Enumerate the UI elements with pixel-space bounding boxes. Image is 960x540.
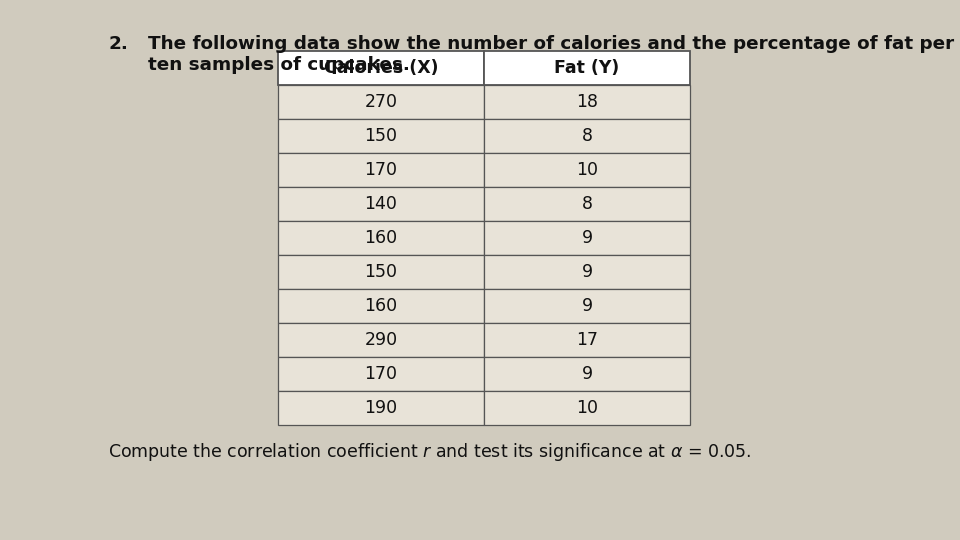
Text: 140: 140 <box>365 195 397 213</box>
Text: 8: 8 <box>582 195 592 213</box>
Bar <box>484 119 690 153</box>
Text: 10: 10 <box>576 161 598 179</box>
Bar <box>278 323 484 357</box>
Bar <box>278 85 484 119</box>
Text: 17: 17 <box>576 331 598 349</box>
Text: 290: 290 <box>365 331 397 349</box>
Bar <box>278 391 484 425</box>
Text: 9: 9 <box>582 365 592 383</box>
Text: 9: 9 <box>582 229 592 247</box>
Text: Calories (X): Calories (X) <box>324 59 439 77</box>
Bar <box>484 85 690 119</box>
Text: 150: 150 <box>365 263 397 281</box>
Text: 9: 9 <box>582 297 592 315</box>
Bar <box>278 153 484 187</box>
Text: 8: 8 <box>582 127 592 145</box>
Text: ten samples of cupcakes.: ten samples of cupcakes. <box>148 56 410 74</box>
Bar <box>278 289 484 323</box>
Text: 270: 270 <box>365 93 397 111</box>
Text: 9: 9 <box>582 263 592 281</box>
Bar <box>278 357 484 391</box>
Text: 2.: 2. <box>108 35 128 53</box>
Bar <box>484 391 690 425</box>
Bar <box>278 255 484 289</box>
Bar <box>278 221 484 255</box>
Bar <box>278 51 484 85</box>
Text: 170: 170 <box>365 161 397 179</box>
Text: 160: 160 <box>365 297 397 315</box>
Bar <box>484 357 690 391</box>
Bar <box>278 187 484 221</box>
Bar <box>484 51 690 85</box>
Text: 18: 18 <box>576 93 598 111</box>
Text: Fat (Y): Fat (Y) <box>554 59 619 77</box>
Bar <box>484 255 690 289</box>
Text: 10: 10 <box>576 399 598 417</box>
Text: 190: 190 <box>365 399 397 417</box>
Bar <box>484 153 690 187</box>
Text: Compute the correlation coefficient $r$ and test its significance at $\alpha$ = : Compute the correlation coefficient $r$ … <box>108 441 752 463</box>
Text: 150: 150 <box>365 127 397 145</box>
Text: The following data show the number of calories and the percentage of fat per ser: The following data show the number of ca… <box>148 35 960 53</box>
Text: 160: 160 <box>365 229 397 247</box>
Bar <box>484 289 690 323</box>
Bar <box>278 119 484 153</box>
Bar <box>484 323 690 357</box>
Bar <box>484 221 690 255</box>
Bar <box>484 187 690 221</box>
Text: 170: 170 <box>365 365 397 383</box>
